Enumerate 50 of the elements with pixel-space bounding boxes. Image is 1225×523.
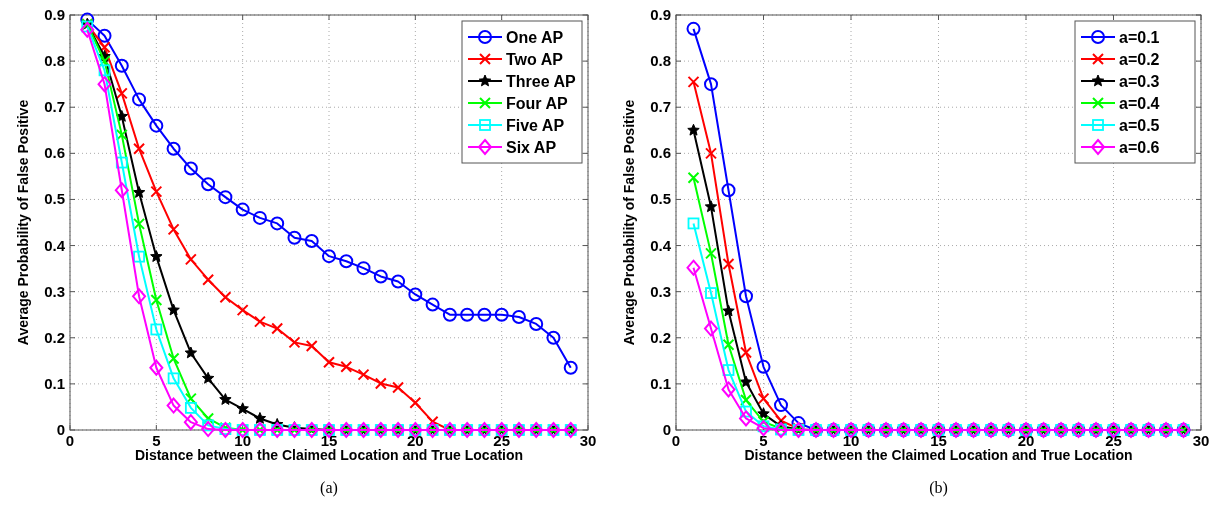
x-tick-label: 25: [1105, 432, 1122, 449]
legend-label: Four AP: [506, 95, 568, 112]
x-axis-title: Distance between the Claimed Location and True Location: [134, 447, 524, 463]
y-tick-label: 0.9: [44, 6, 65, 23]
y-axis-title: Average Probability of False Positive: [621, 99, 637, 346]
legend-label: Three AP: [506, 73, 576, 90]
y-tick-label: 0.5: [44, 190, 65, 208]
x-tick-label: 5: [152, 432, 161, 449]
y-tick-label: 0: [662, 421, 671, 438]
y-tick-label: 0.3: [650, 282, 671, 300]
text: (a): [320, 479, 338, 497]
y-tick-label: 0.1: [44, 374, 65, 392]
y-tick-label: 0: [56, 421, 65, 438]
legend-label: a=0.1: [1119, 29, 1160, 46]
x-tick-label: 10: [842, 432, 860, 449]
legend-label: Five AP: [506, 117, 565, 134]
x-tick-label: 20: [1017, 432, 1035, 449]
legend-label: a=0.4: [1119, 95, 1160, 112]
y-tick-label: 0.1: [650, 374, 671, 392]
text: (b): [929, 479, 948, 497]
y-tick-label: 0.5: [650, 190, 671, 208]
y-tick-label: 0.7: [44, 98, 65, 116]
y-tick-label: 0.8: [650, 52, 671, 70]
y-tick-label: 0.3: [44, 282, 65, 300]
y-tick-label: 0.2: [44, 328, 65, 346]
x-tick-label: 20: [406, 432, 424, 449]
y-tick-label: 0.8: [44, 52, 65, 70]
x-tick-label: 15: [930, 432, 947, 449]
legend-label: Two AP: [506, 51, 564, 68]
x-tick-label: 30: [579, 432, 597, 449]
x-axis-title: Distance between the Claimed Location and True Location: [744, 447, 1133, 463]
x-tick-label: 25: [493, 432, 511, 449]
x-tick-label: 15: [320, 432, 338, 449]
y-tick-label: 0.6: [44, 144, 65, 162]
legend-label: a=0.3: [1119, 73, 1160, 90]
y-tick-label: 0.6: [650, 144, 671, 162]
legend-label: a=0.2: [1119, 51, 1160, 68]
y-tick-label: 0.4: [650, 236, 672, 254]
y-axis-title: Average Probability of False Positive: [15, 99, 31, 346]
x-tick-label: 30: [1192, 432, 1210, 449]
y-tick-label: 0.2: [650, 328, 671, 346]
legend-label: One AP: [506, 29, 564, 46]
y-tick-label: 0.7: [650, 98, 671, 116]
legend-label: Six AP: [506, 139, 557, 156]
x-tick-label: 10: [234, 432, 252, 449]
legend-label: a=0.6: [1119, 139, 1160, 156]
y-tick-label: 0.9: [650, 6, 671, 23]
legend-label: a=0.5: [1119, 117, 1160, 134]
x-tick-label: 5: [759, 432, 768, 449]
y-tick-label: 0.4: [44, 236, 66, 254]
